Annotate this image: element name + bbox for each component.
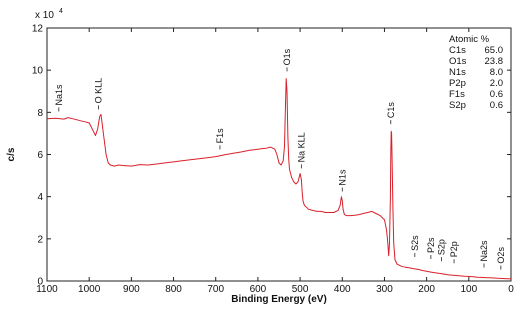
x-tick-label: 900 [123, 284, 140, 295]
series-layer [46, 78, 512, 280]
peak-label: P2s [426, 237, 436, 253]
y-tick-label: 10 [32, 66, 44, 77]
table-element: O1s [449, 56, 467, 67]
peak-label: F1s [215, 128, 225, 144]
atomic-composition-table: Atomic %C1s 65.0 O1s 23.8 N1s 8.0 P2p 2.0 F1s 0.6… [449, 34, 503, 111]
x-tick-label: 1100 [36, 284, 58, 295]
x-tick-label: 700 [207, 284, 224, 295]
table-value: 23.8 [485, 56, 504, 67]
table-value: 0.6 [490, 89, 503, 100]
y-tick-label: 8 [37, 108, 43, 119]
x-tick-label: 100 [460, 284, 477, 295]
x-tick-label: 500 [292, 284, 309, 295]
y-multiplier-label: x 10 [35, 10, 54, 21]
y-axis-title: c/s [6, 147, 17, 161]
table-element: C1s [449, 45, 466, 56]
x-tick-label: 600 [250, 284, 267, 295]
table-element: P2p [449, 78, 466, 89]
table-value: 8.0 [490, 67, 503, 78]
x-axis-title: Binding Energy (eV) [231, 294, 327, 305]
x-tick-label: 400 [334, 284, 351, 295]
table-value: 2.0 [490, 78, 503, 89]
y-tick-label: 0 [37, 277, 43, 288]
table-element: S2p [449, 100, 466, 111]
y-multiplier-exponent: 4 [59, 8, 63, 15]
y-tick-label: 2 [37, 234, 43, 245]
peak-label: P2p [449, 241, 459, 257]
y-tick-label: 6 [37, 150, 43, 161]
peak-label: S2p [436, 239, 446, 255]
table-value: 0.6 [490, 100, 503, 111]
table-title: Atomic % [449, 34, 490, 45]
spectrum-line-0 [46, 78, 512, 280]
peak-label: O KLL [93, 78, 103, 104]
axis-ticks: 1100 1000 900 800 700 600 500 400 300 200 100 00246… [32, 24, 514, 296]
x-tick-label: 1000 [78, 284, 101, 295]
x-tick-label: 300 [376, 284, 393, 295]
peak-label: Na1s [54, 84, 64, 106]
peak-label: Na KLL [296, 132, 306, 162]
x-tick-label: 200 [418, 284, 435, 295]
x-tick-label: 0 [508, 284, 514, 295]
peak-label: O2s [496, 247, 506, 264]
table-element: N1s [449, 67, 466, 78]
y-tick-label: 12 [32, 24, 44, 35]
table-value: 65.0 [485, 45, 504, 56]
y-tick-label: 4 [37, 192, 43, 203]
peak-label: Na2s [479, 240, 489, 262]
peak-label: O1s [282, 48, 292, 65]
peak-label: S2s [410, 235, 420, 251]
table-element: F1s [449, 89, 465, 100]
peak-label: N1s [337, 169, 347, 186]
x-tick-label: 800 [165, 284, 182, 295]
peak-label: C1s [386, 102, 396, 119]
